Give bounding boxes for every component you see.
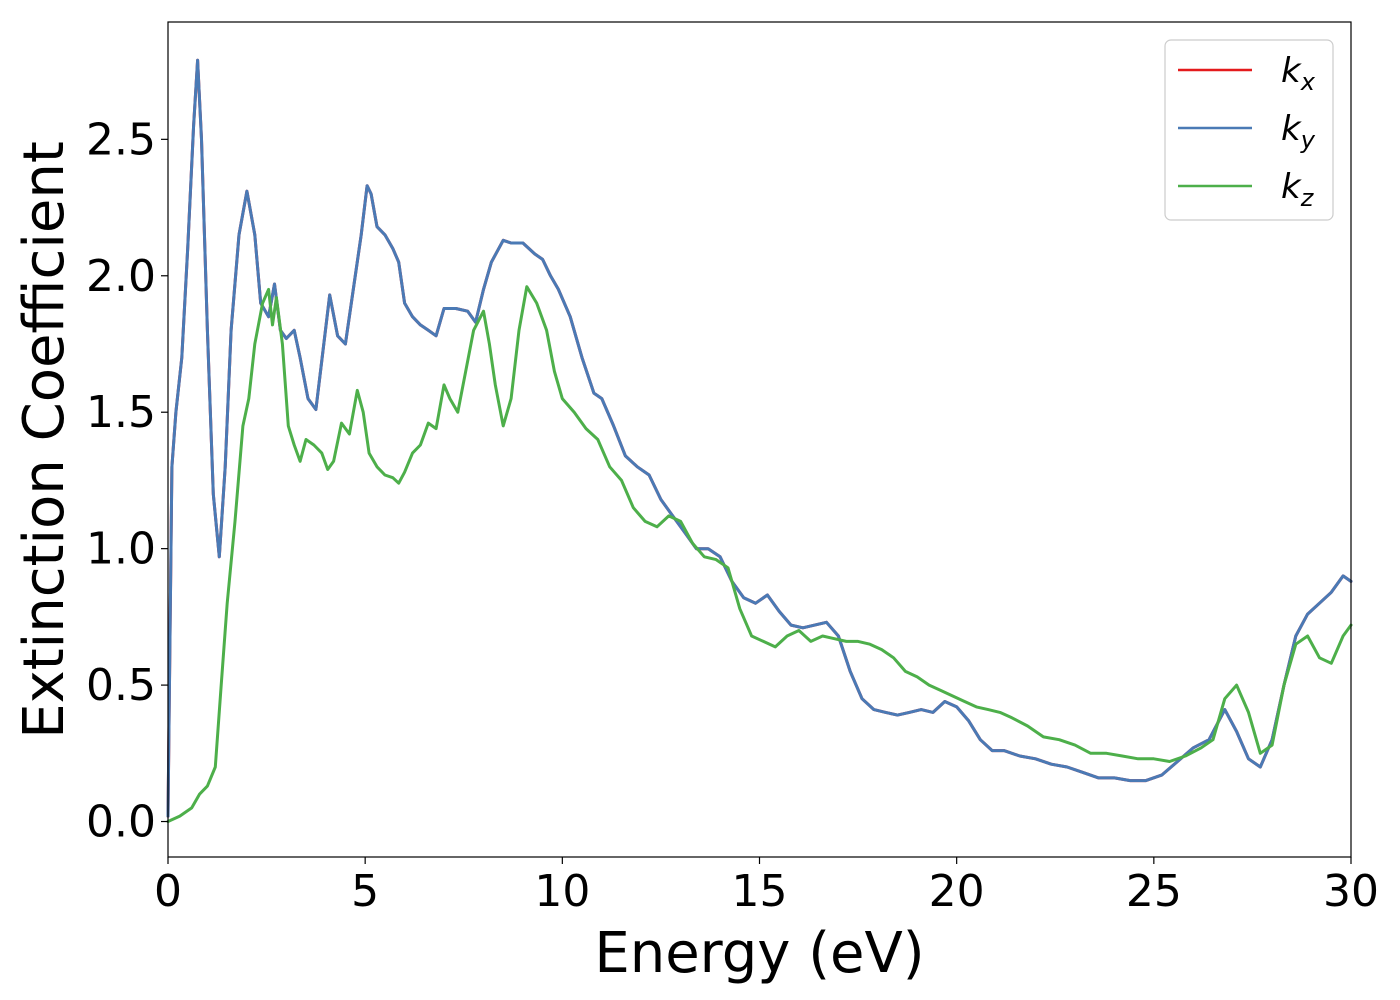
- series-line-ky: [166, 58, 1353, 818]
- x-tick-label: 20: [929, 866, 985, 917]
- series-line-kz: [166, 285, 1353, 823]
- x-axis-label: Energy (eV): [594, 921, 924, 986]
- x-tick-label: 5: [351, 866, 379, 917]
- legend-box: [1164, 39, 1334, 221]
- y-tick-label: 2.5: [86, 114, 156, 165]
- x-tick-label: 30: [1323, 866, 1379, 917]
- legend-label-kx: kx: [1281, 51, 1316, 96]
- x-axis-ticks: 0 5 10 15 20 25 30: [154, 857, 1379, 917]
- x-tick-label: 10: [534, 866, 590, 917]
- legend: kx ky kz: [1164, 39, 1334, 221]
- y-axis-label: Extinction Coefficient: [12, 141, 77, 739]
- y-tick-label: 1.5: [86, 387, 156, 438]
- y-tick-label: 0.5: [86, 660, 156, 711]
- y-axis-ticks: 0.0 0.5 1.0 1.5 2.0 2.5: [86, 114, 168, 848]
- x-tick-label: 25: [1126, 866, 1182, 917]
- legend-label-ky: ky: [1281, 109, 1316, 154]
- x-tick-label: 0: [154, 866, 182, 917]
- y-tick-label: 0.0: [86, 797, 156, 848]
- y-tick-label: 1.0: [86, 524, 156, 575]
- y-tick-label: 2.0: [86, 251, 156, 302]
- series-layer: [166, 58, 1353, 823]
- legend-label-kz: kz: [1281, 167, 1315, 212]
- x-tick-label: 15: [732, 866, 788, 917]
